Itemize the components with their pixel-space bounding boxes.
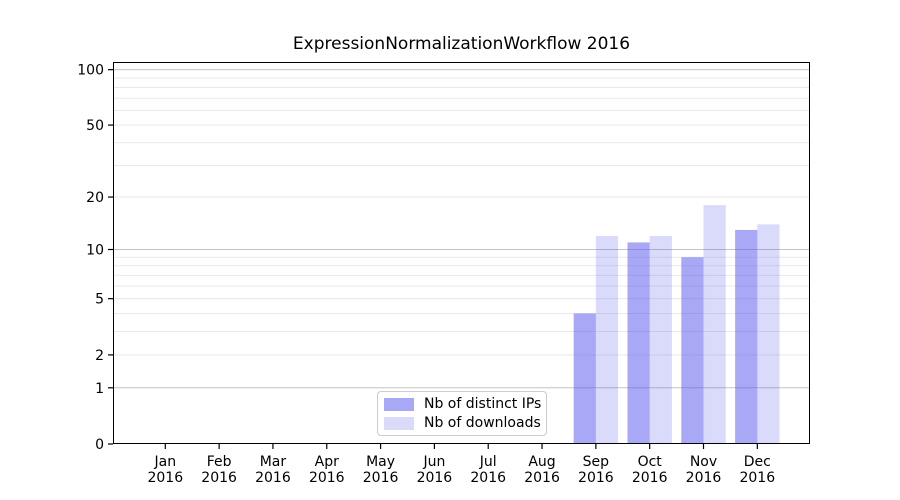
x-tick-label-month: Mar xyxy=(260,454,287,470)
bar-nb-of-distinct-ips-sep-2016 xyxy=(573,313,596,444)
x-tick-label-year: 2016 xyxy=(578,470,614,486)
bar-nb-of-downloads-dec-2016 xyxy=(757,224,780,444)
x-tick-label-month: Aug xyxy=(528,454,555,470)
x-tick-label-month: Jul xyxy=(479,454,497,470)
plot-border xyxy=(113,62,810,444)
legend-item-distinct-ips: Nb of distinct IPs xyxy=(384,396,542,412)
y-tick-label: 50 xyxy=(86,118,104,134)
legend: Nb of distinct IPs Nb of downloads xyxy=(377,391,547,436)
x-tick-label-year: 2016 xyxy=(470,470,506,486)
bar-nb-of-distinct-ips-nov-2016 xyxy=(681,257,704,444)
x-tick-label-month: Jan xyxy=(154,454,177,470)
x-tick-label-year: 2016 xyxy=(255,470,291,486)
x-tick-label-month: Apr xyxy=(315,454,339,470)
bar-nb-of-downloads-oct-2016 xyxy=(649,235,672,444)
x-tick-label-year: 2016 xyxy=(147,470,183,486)
legend-item-downloads: Nb of downloads xyxy=(384,415,541,431)
x-tick-label-month: Oct xyxy=(638,454,663,470)
bar-nb-of-downloads-nov-2016 xyxy=(703,205,726,444)
x-tick-label-month: Dec xyxy=(744,454,771,470)
legend-label-downloads: Nb of downloads xyxy=(424,415,541,431)
y-tick-label: 2 xyxy=(95,348,104,364)
x-tick-label-month: Nov xyxy=(690,454,717,470)
y-tick-label: 20 xyxy=(86,190,104,206)
chart-title: ExpressionNormalizationWorkflow 2016 xyxy=(292,34,631,54)
x-tick-label-year: 2016 xyxy=(363,470,399,486)
bar-nb-of-distinct-ips-dec-2016 xyxy=(735,229,758,444)
y-tick-label: 100 xyxy=(77,63,104,79)
x-tick-label-year: 2016 xyxy=(309,470,345,486)
x-tick-label-year: 2016 xyxy=(739,470,775,486)
legend-swatch-downloads xyxy=(384,416,414,430)
y-tick-label: 0 xyxy=(95,437,104,453)
y-tick-label: 1 xyxy=(95,381,104,397)
bar-nb-of-downloads-sep-2016 xyxy=(595,235,619,444)
x-tick-label-month: Jun xyxy=(422,454,445,470)
y-tick-label: 10 xyxy=(86,243,104,259)
x-tick-label-month: May xyxy=(366,454,395,470)
legend-swatch-distinct-ips xyxy=(384,397,414,411)
bar-nb-of-distinct-ips-oct-2016 xyxy=(627,242,650,444)
x-tick-label-month: Feb xyxy=(207,454,232,470)
y-tick-label: 5 xyxy=(95,292,104,308)
x-tick-label-year: 2016 xyxy=(417,470,453,486)
x-tick-label-year: 2016 xyxy=(524,470,560,486)
x-tick-label-month: Sep xyxy=(583,454,610,470)
x-tick-label-year: 2016 xyxy=(632,470,668,486)
x-tick-label-year: 2016 xyxy=(686,470,722,486)
legend-label-distinct-ips: Nb of distinct IPs xyxy=(424,396,542,412)
x-tick-label-year: 2016 xyxy=(201,470,237,486)
